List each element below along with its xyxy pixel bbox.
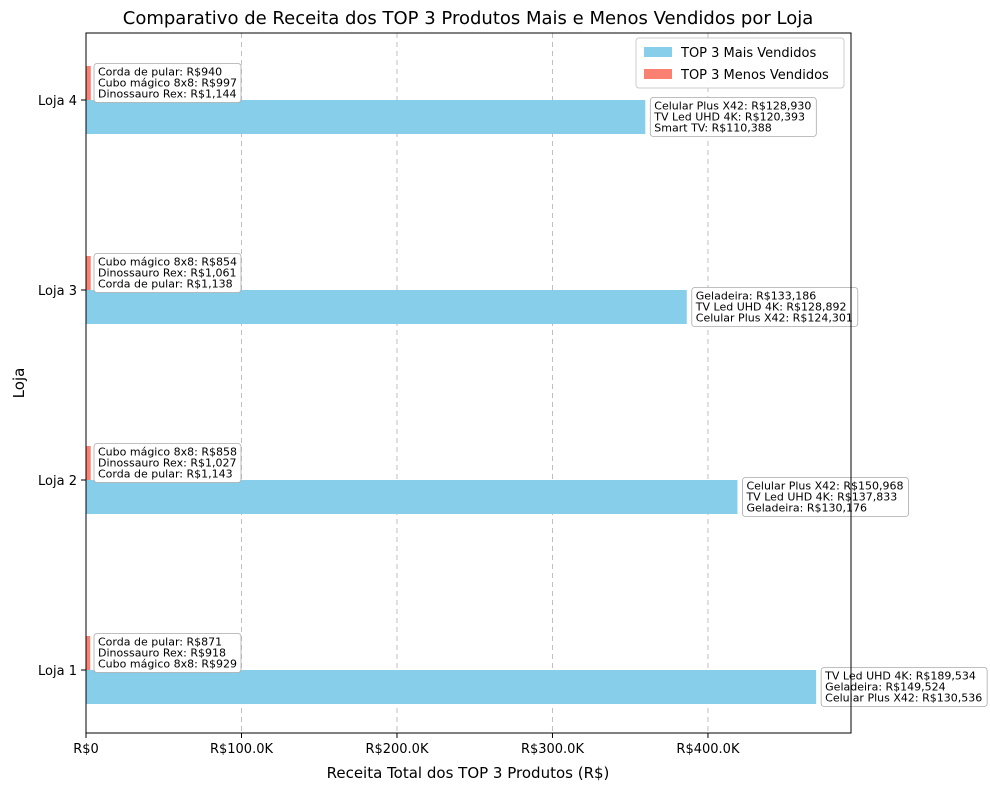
bar-menos-vendidos — [86, 66, 91, 100]
annotation-text: Corda de pular: R$1,143 — [98, 468, 233, 481]
annotation-text: Cubo mágico 8x8: R$854 — [98, 256, 237, 269]
bar-mais-vendidos — [86, 480, 738, 514]
bar-mais-vendidos — [86, 670, 817, 704]
annotation-frame — [691, 287, 859, 327]
bars — [86, 66, 817, 704]
chart-title: Comparativo de Receita dos TOP 3 Produto… — [123, 8, 814, 29]
y-axis-ticks: Loja 1 Loja 2 Loja 3 Loja 4 — [38, 94, 86, 679]
legend-frame — [635, 37, 845, 89]
annotation-frame — [93, 253, 242, 293]
bar-menos-vendidos — [86, 636, 91, 670]
bar-menos-vendidos — [86, 446, 91, 480]
annotation-frame — [820, 667, 988, 707]
bar-menos-vendidos — [86, 256, 91, 290]
annotation-text: Celular Plus X42: R$130,536 — [825, 692, 982, 705]
annotation-text: Geladeira: R$130,176 — [746, 502, 867, 515]
x-tick-label: R$200.0K — [365, 742, 429, 757]
y-tick-label: Loja 1 — [38, 664, 77, 679]
annotation-text: Dinossauro Rex: R$1,027 — [98, 457, 236, 470]
annotation-text: Geladeira: R$149,524 — [825, 681, 946, 694]
annotation-text: Celular Plus X42: R$150,968 — [746, 480, 903, 493]
legend: TOP 3 Mais Vendidos TOP 3 Menos Vendidos — [635, 37, 845, 89]
grid — [241, 33, 709, 733]
y-tick-label: Loja 2 — [38, 474, 77, 489]
x-axis-label: Receita Total dos TOP 3 Produtos (R$) — [327, 764, 610, 782]
annotation-frame — [742, 477, 909, 517]
x-tick-label: R$0 — [73, 742, 99, 757]
annotation-text: TV Led UHD 4K: R$137,833 — [745, 491, 897, 504]
annotation-frame — [93, 443, 242, 483]
annotation-text: Dinossauro Rex: R$1,144 — [98, 88, 236, 101]
legend-swatch — [644, 47, 672, 57]
x-tick-label: R$400.0K — [676, 742, 740, 757]
y-axis-label: Loja — [10, 368, 28, 399]
annotation-text: Corda de pular: R$940 — [98, 66, 222, 79]
bar-mais-vendidos — [86, 290, 687, 324]
annotation-text: Celular Plus X42: R$128,930 — [654, 100, 811, 113]
annotation-text: Celular Plus X42: R$124,301 — [696, 312, 853, 325]
annotation-text: Cubo mágico 8x8: R$997 — [98, 77, 237, 90]
x-tick-label: R$300.0K — [521, 742, 585, 757]
x-axis-ticks: R$0 R$100.0K R$200.0K R$300.0K R$400.0K — [73, 733, 740, 757]
annotation-text: Smart TV: R$110,388 — [654, 122, 771, 135]
legend-label: TOP 3 Menos Vendidos — [680, 68, 829, 83]
annotation-text: Dinossauro Rex: R$1,061 — [98, 267, 236, 280]
y-tick-label: Loja 4 — [38, 94, 77, 109]
annotation-frame — [93, 63, 242, 103]
x-tick-label: R$100.0K — [210, 742, 274, 757]
annotation-text: Cubo mágico 8x8: R$858 — [98, 446, 237, 459]
y-tick-label: Loja 3 — [38, 284, 77, 299]
annotation-text: TV Led UHD 4K: R$189,534 — [824, 670, 976, 683]
annotation-text: Cubo mágico 8x8: R$929 — [98, 658, 237, 671]
bar-mais-vendidos — [86, 100, 646, 134]
annotation-frame — [649, 97, 817, 137]
annotation-text: Corda de pular: R$1,138 — [98, 278, 233, 291]
annotation-text: Dinossauro Rex: R$918 — [98, 647, 226, 660]
annotation-text: TV Led UHD 4K: R$128,892 — [695, 301, 847, 314]
legend-swatch — [644, 69, 672, 79]
annotation-text: TV Led UHD 4K: R$120,393 — [653, 111, 805, 124]
annotation-frame — [93, 633, 242, 673]
legend-label: TOP 3 Mais Vendidos — [680, 46, 816, 61]
annotation-text: Geladeira: R$133,186 — [696, 290, 817, 303]
annotation-text: Corda de pular: R$871 — [98, 636, 222, 649]
plot-frame — [85, 32, 852, 734]
